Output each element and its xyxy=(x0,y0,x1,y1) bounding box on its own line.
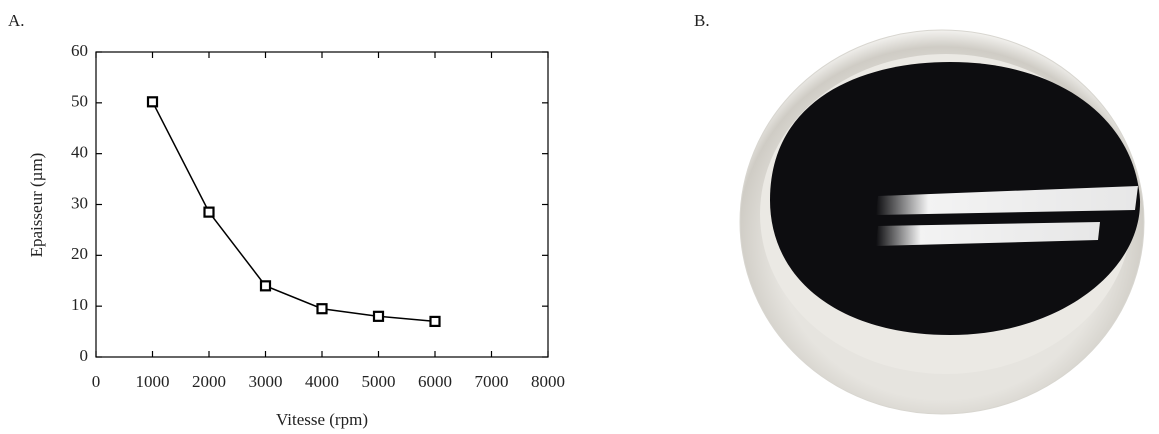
x-tick-label: 5000 xyxy=(362,372,396,391)
y-tick-label: 60 xyxy=(71,41,88,60)
reflection xyxy=(876,186,1138,215)
data-point xyxy=(146,96,159,108)
x-tick-label: 6000 xyxy=(418,372,452,391)
x-tick-label: 0 xyxy=(92,372,101,391)
data-line xyxy=(151,101,436,323)
y-tick-label: 20 xyxy=(71,244,88,263)
photo xyxy=(739,29,1145,415)
data-point xyxy=(429,315,441,328)
x-tick-label: 1000 xyxy=(136,372,170,391)
y-tick-label: 30 xyxy=(71,193,88,212)
x-tick-label: 7000 xyxy=(475,372,509,391)
reflection xyxy=(876,222,1100,246)
y-tick-label: 0 xyxy=(80,346,89,365)
x-tick-label: 8000 xyxy=(531,372,565,391)
y-tick-label: 50 xyxy=(71,92,88,111)
x-axis-label: Vitesse (rpm) xyxy=(276,410,368,429)
panel-label: A. xyxy=(8,11,25,30)
data-point xyxy=(259,280,272,292)
data-point xyxy=(372,310,385,322)
x-tick-label: 4000 xyxy=(305,372,339,391)
y-axis-label: Epaisseur (µm) xyxy=(27,153,46,258)
y-tick-label: 40 xyxy=(71,143,88,162)
data-point xyxy=(316,303,328,315)
data-point xyxy=(203,206,215,218)
panel-label: B. xyxy=(694,11,710,30)
x-tick-label: 2000 xyxy=(192,372,226,391)
y-tick-label: 10 xyxy=(71,295,88,314)
x-tick-label: 3000 xyxy=(249,372,283,391)
